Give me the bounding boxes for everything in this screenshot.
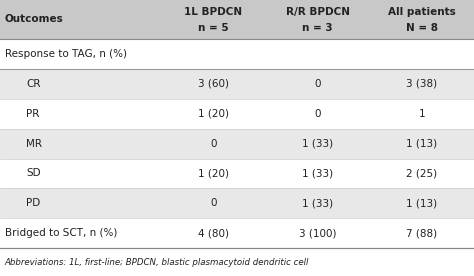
Text: N = 8: N = 8 — [406, 23, 438, 33]
FancyBboxPatch shape — [0, 218, 474, 248]
Text: 3 (60): 3 (60) — [198, 79, 229, 89]
Text: PD: PD — [26, 198, 40, 208]
Text: 0: 0 — [210, 139, 217, 148]
Text: 0: 0 — [210, 198, 217, 208]
FancyBboxPatch shape — [0, 158, 474, 189]
Text: All patients: All patients — [388, 7, 456, 17]
Text: 0: 0 — [314, 108, 321, 119]
Text: Outcomes: Outcomes — [5, 14, 64, 24]
Text: n = 3: n = 3 — [302, 23, 333, 33]
FancyBboxPatch shape — [0, 129, 474, 158]
Text: 1 (20): 1 (20) — [198, 108, 229, 119]
FancyBboxPatch shape — [0, 39, 474, 69]
Text: PR: PR — [26, 108, 39, 119]
Text: Abbreviations: 1L, first-line; BPDCN, blastic plasmacytoid dendritic cell: Abbreviations: 1L, first-line; BPDCN, bl… — [5, 258, 309, 267]
Text: 7 (88): 7 (88) — [406, 229, 438, 238]
Text: 1 (13): 1 (13) — [406, 198, 438, 208]
Text: R/R BPDCN: R/R BPDCN — [285, 7, 350, 17]
Text: 1 (33): 1 (33) — [302, 198, 333, 208]
Text: 0: 0 — [314, 79, 321, 89]
Text: MR: MR — [26, 139, 42, 148]
Text: SD: SD — [26, 168, 41, 179]
FancyBboxPatch shape — [0, 0, 474, 39]
Text: CR: CR — [26, 79, 41, 89]
Text: 2 (25): 2 (25) — [406, 168, 438, 179]
Text: Response to TAG, n (%): Response to TAG, n (%) — [5, 49, 127, 59]
Text: n = 5: n = 5 — [198, 23, 228, 33]
Text: 3 (38): 3 (38) — [406, 79, 438, 89]
Text: 4 (80): 4 (80) — [198, 229, 229, 238]
Text: 1 (33): 1 (33) — [302, 168, 333, 179]
Text: Bridged to SCT, n (%): Bridged to SCT, n (%) — [5, 229, 117, 238]
FancyBboxPatch shape — [0, 189, 474, 218]
Text: 1 (20): 1 (20) — [198, 168, 229, 179]
Text: 1 (33): 1 (33) — [302, 139, 333, 148]
FancyBboxPatch shape — [0, 69, 474, 99]
Text: 1 (13): 1 (13) — [406, 139, 438, 148]
Text: 1: 1 — [419, 108, 425, 119]
FancyBboxPatch shape — [0, 99, 474, 129]
Text: 1L BPDCN: 1L BPDCN — [184, 7, 242, 17]
Text: 3 (100): 3 (100) — [299, 229, 337, 238]
